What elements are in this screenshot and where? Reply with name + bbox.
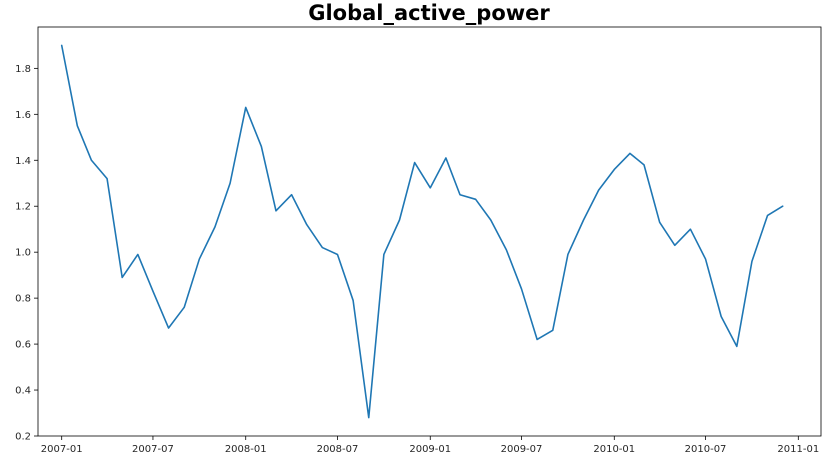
series-group (60, 44, 784, 419)
x-tick-label: 2009-01 (409, 444, 451, 455)
x-tick-label: 2011-01 (777, 444, 819, 455)
axes-frame (37, 26, 822, 437)
x-tick-label: 2010-07 (685, 444, 727, 455)
y-tick-label: 1.8 (15, 64, 31, 75)
x-tick-label: 2010-01 (593, 444, 635, 455)
x-tick-label: 2009-07 (501, 444, 543, 455)
y-axis: 0.2 0.4 0.6 0.8 1.0 1.2 1.4 1.6 1.8 (15, 64, 38, 443)
y-tick-label: 0.4 (15, 386, 31, 397)
x-tick-label: 2008-01 (225, 444, 267, 455)
x-axis: 2007-01 2007-07 2008-01 2008-07 2009-01 2009-… (41, 436, 819, 455)
chart-title: Global_active_power (308, 1, 550, 25)
plot-area: 0.20.40.60.81.01.21.41.61.8 2007-01 2007-… (15, 26, 822, 455)
x-tick-label: 2007-07 (132, 444, 174, 455)
y-tick-label: 1.0 (15, 248, 31, 259)
y-tick-label: 1.6 (15, 110, 31, 121)
series-line (60, 44, 784, 419)
y-tick-label: 1.4 (15, 156, 31, 167)
x-tick-label: 2007-01 (41, 444, 83, 455)
y-tick-label: 1.2 (15, 202, 31, 213)
y-tick-label: 0.2 (15, 432, 31, 443)
y-tick-label: 0.8 (15, 294, 31, 305)
y-tick-label: 0.6 (15, 340, 31, 351)
x-tick-label: 2008-07 (317, 444, 359, 455)
